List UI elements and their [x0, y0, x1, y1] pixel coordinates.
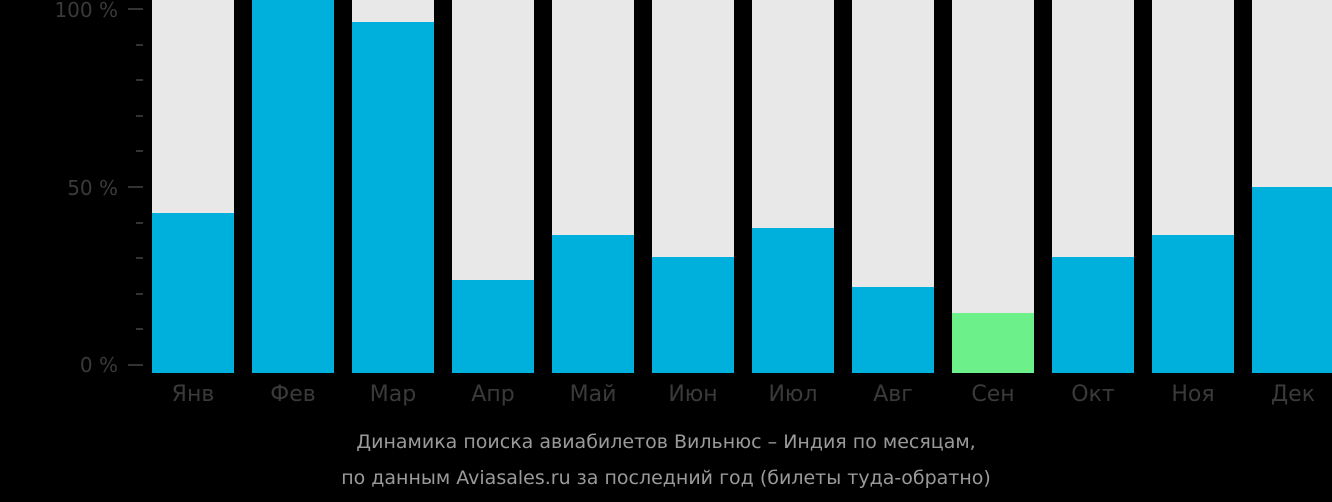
x-tick-label: Сен [971, 382, 1015, 407]
bar-fill [852, 287, 934, 373]
chart-caption-line1: Динамика поиска авиабилетов Вильнюс – Ин… [356, 431, 976, 453]
x-tick-label: Июн [668, 382, 718, 407]
y-tick [136, 79, 143, 82]
bar-8 [952, 0, 1034, 373]
y-tick [136, 292, 143, 295]
bar-5 [652, 0, 734, 373]
bar-fill [1152, 235, 1234, 373]
x-tick-label: Фев [270, 382, 316, 407]
bar-fill [152, 212, 234, 373]
x-tick-label: Апр [471, 382, 515, 407]
x-tick-label: Дек [1270, 382, 1315, 407]
x-tick-label: Мар [369, 382, 417, 407]
x-tick-label: Авг [873, 382, 913, 407]
bar-fill [352, 22, 434, 373]
y-tick [136, 114, 143, 117]
bar-fill [1252, 186, 1332, 373]
bar-11 [1252, 0, 1332, 373]
bar-7 [852, 0, 934, 373]
bar-3 [452, 0, 534, 373]
y-tick-label-50: 50 % [67, 176, 118, 200]
bar-fill [952, 313, 1034, 373]
bar-9 [1052, 0, 1134, 373]
y-tick-label-100: 100 % [54, 0, 118, 22]
y-tick [128, 186, 143, 188]
y-tick [128, 364, 143, 366]
chart-caption-line2: по данным Aviasales.ru за последний год … [341, 467, 991, 489]
bar-10 [1152, 0, 1234, 373]
x-tick-label: Май [569, 382, 617, 407]
bar-fill [552, 235, 634, 373]
x-tick-label: Ноя [1171, 382, 1215, 407]
y-tick [136, 43, 143, 46]
bar-6 [752, 0, 834, 373]
y-tick [136, 328, 143, 331]
bar-4 [552, 0, 634, 373]
bar-fill [652, 257, 734, 373]
bar-1 [252, 0, 334, 373]
x-tick-label: Июл [768, 382, 818, 407]
bar-2 [352, 0, 434, 373]
bar-fill [252, 0, 334, 373]
y-tick [136, 257, 143, 260]
bar-0 [152, 0, 234, 373]
x-tick-label: Окт [1071, 382, 1115, 407]
x-tick-label: Янв [171, 382, 215, 407]
y-tick [136, 221, 143, 224]
bar-fill [1052, 257, 1134, 373]
y-tick [136, 150, 143, 153]
y-tick-label-0: 0 % [79, 353, 118, 377]
y-tick [128, 8, 143, 10]
bar-fill [752, 227, 834, 373]
bar-fill [452, 279, 534, 373]
